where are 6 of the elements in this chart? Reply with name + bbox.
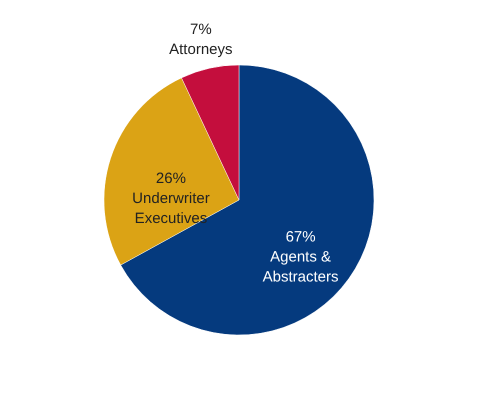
slice-label: Attorneys xyxy=(169,41,233,58)
data-label: 7% xyxy=(190,21,212,38)
data-label: 26% xyxy=(156,170,186,187)
slice-label: Agents & Abstracters xyxy=(262,248,339,286)
data-label: 67% xyxy=(286,228,316,246)
slice-label: Underwriter Executives xyxy=(132,190,210,227)
